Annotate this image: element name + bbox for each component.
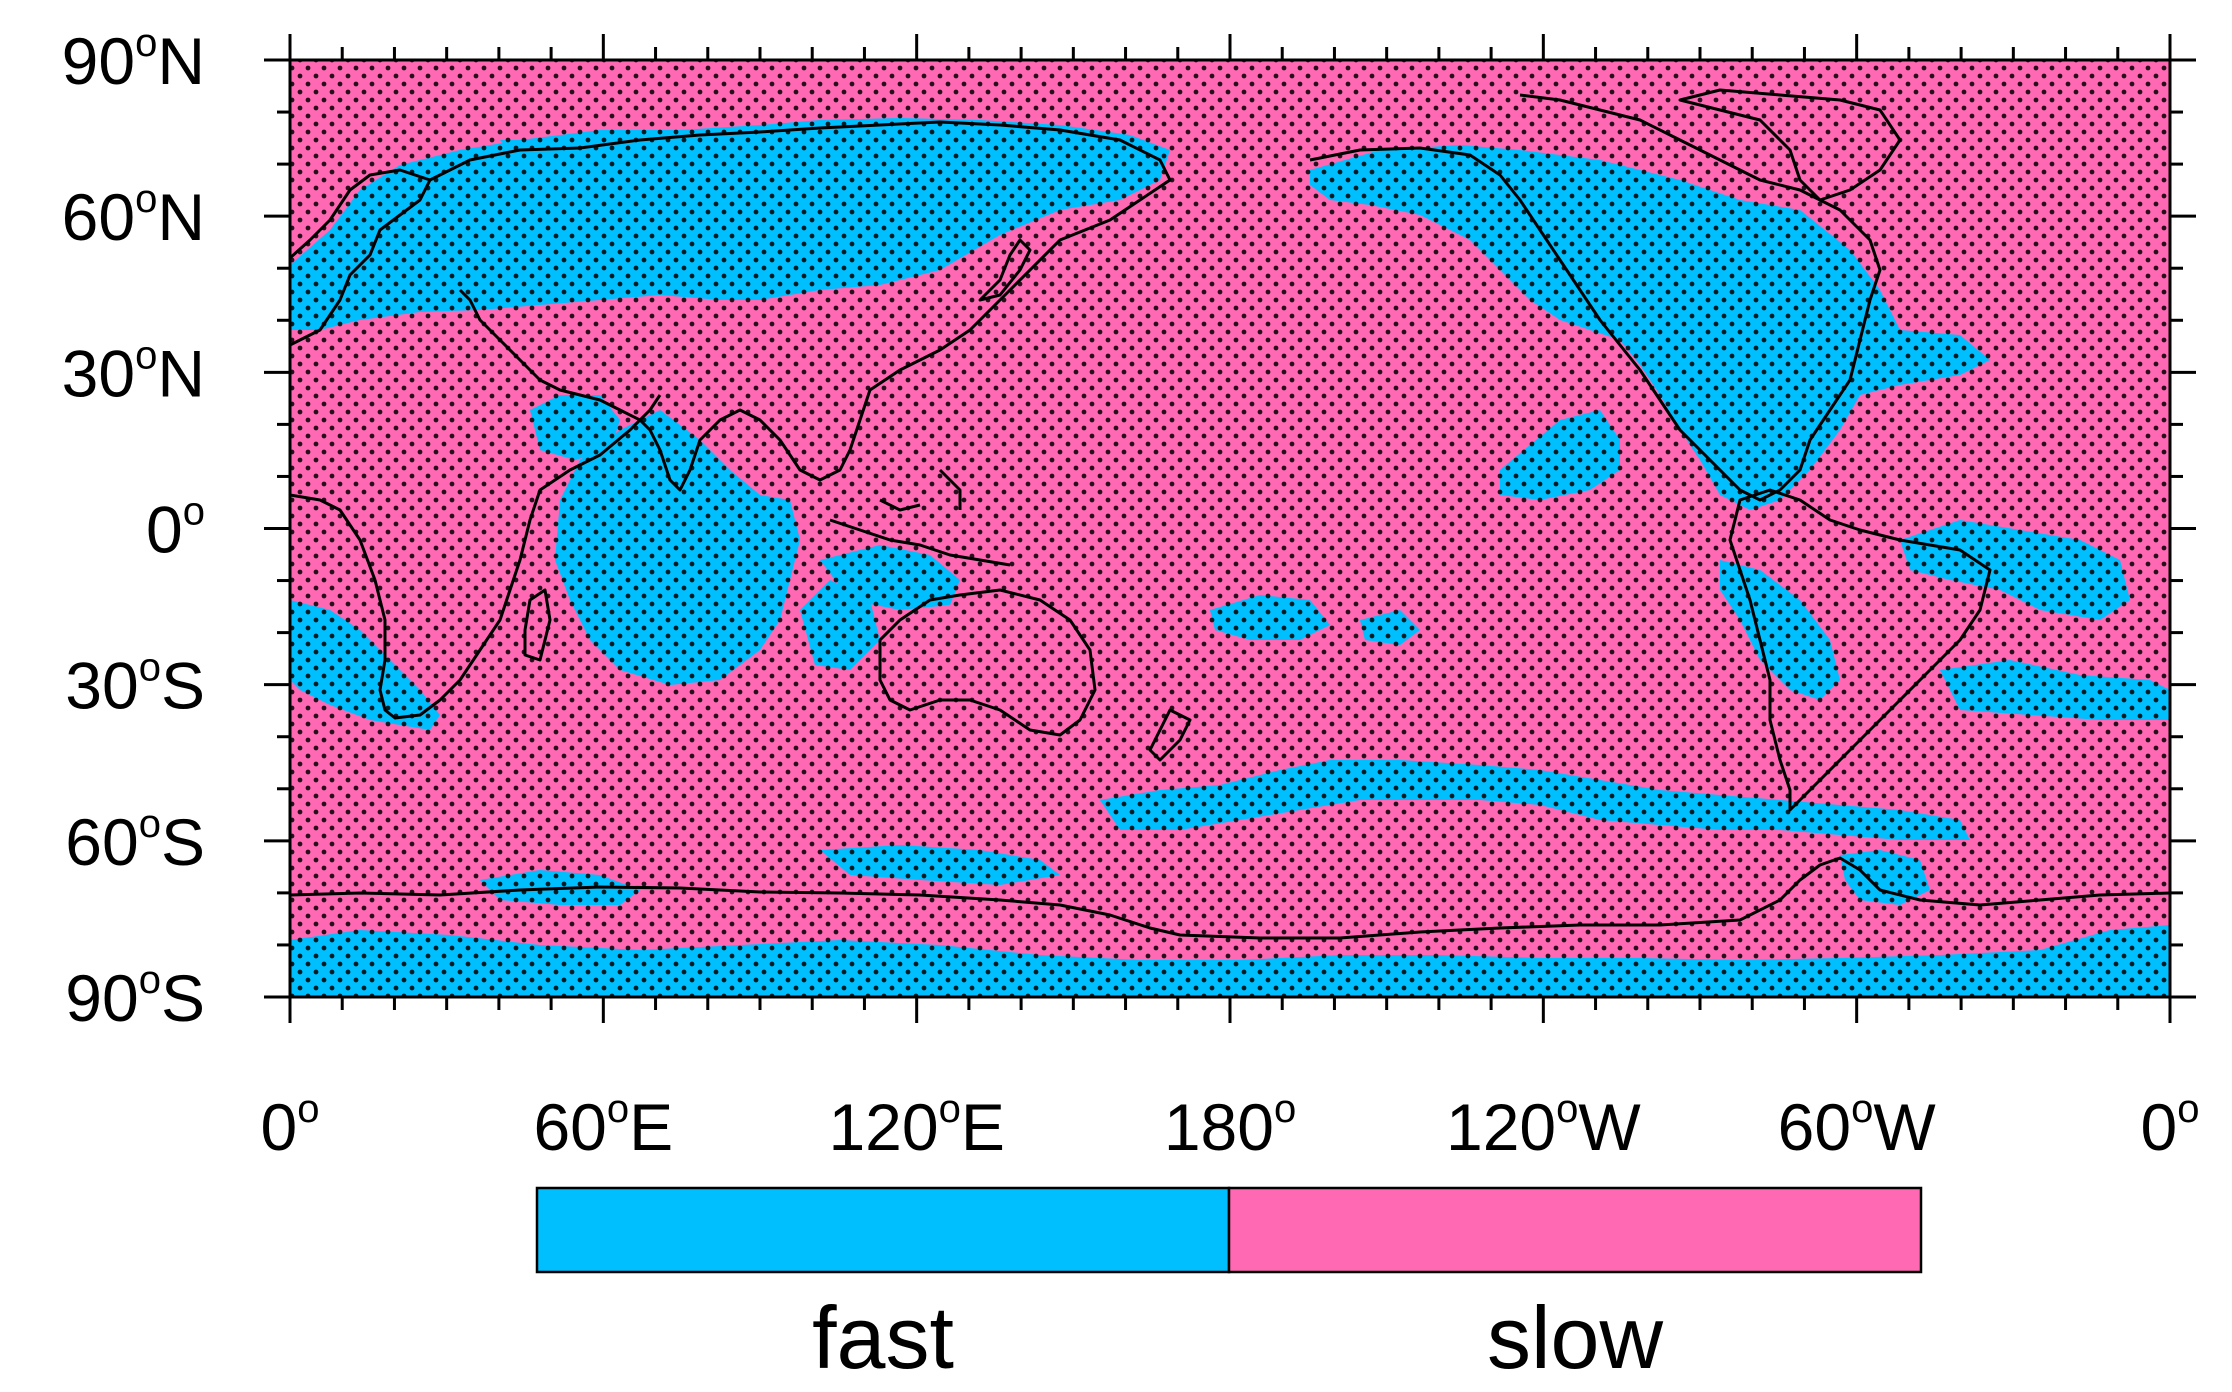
x-tick-label: 0o xyxy=(2141,1087,2200,1164)
legend-swatch-slow xyxy=(1227,1186,1923,1274)
coastline-antarctica xyxy=(290,856,2170,940)
x-axis-labels: 0o 60oE 120oE 180o 120oW 60oW 0o xyxy=(261,1087,2200,1164)
legend-swatch-fast xyxy=(535,1186,1231,1274)
coastline-asia xyxy=(429,120,1172,492)
legend-label-fast: fast xyxy=(812,1288,954,1387)
coastline-australia xyxy=(878,588,1097,737)
coastline-greenland xyxy=(1678,88,1902,202)
y-tick-label: 90oS xyxy=(65,958,205,1035)
y-tick-label: 90oN xyxy=(62,21,205,98)
y-tick-label: 30oN xyxy=(62,333,205,410)
coastline-europe-africa xyxy=(290,168,662,720)
y-axis-labels: 90oN 60oN 30oN 0o 30oS 60oS 90oS xyxy=(62,21,205,1035)
x-tick-label: 0o xyxy=(261,1087,320,1164)
y-tick-label: 60oS xyxy=(65,802,205,879)
x-tick-label: 60oE xyxy=(533,1087,673,1164)
x-tick-label: 120oE xyxy=(828,1087,1004,1164)
x-tick-label: 180o xyxy=(1164,1087,1296,1164)
axis-ticks xyxy=(264,34,2196,1023)
y-tick-label: 0o xyxy=(146,490,205,567)
y-tick-label: 30oS xyxy=(65,646,205,723)
y-tick-label: 60oN xyxy=(62,177,205,254)
coastline-south-america xyxy=(1728,488,1992,812)
coastline-madagascar xyxy=(523,588,552,662)
legend: fast slow xyxy=(535,1186,1923,1387)
x-tick-label: 120oW xyxy=(1446,1087,1641,1164)
coastline-new-zealand xyxy=(1148,708,1192,762)
coastlines xyxy=(290,88,2170,940)
map-panel xyxy=(264,34,2196,1023)
coastline-japan xyxy=(978,238,1032,302)
coastline-north-america xyxy=(1309,93,1882,502)
legend-label-slow: slow xyxy=(1487,1288,1663,1387)
stippling-overlay xyxy=(290,60,2170,997)
x-tick-label: 60oW xyxy=(1778,1087,1937,1164)
coastline-maritime xyxy=(829,468,1011,567)
